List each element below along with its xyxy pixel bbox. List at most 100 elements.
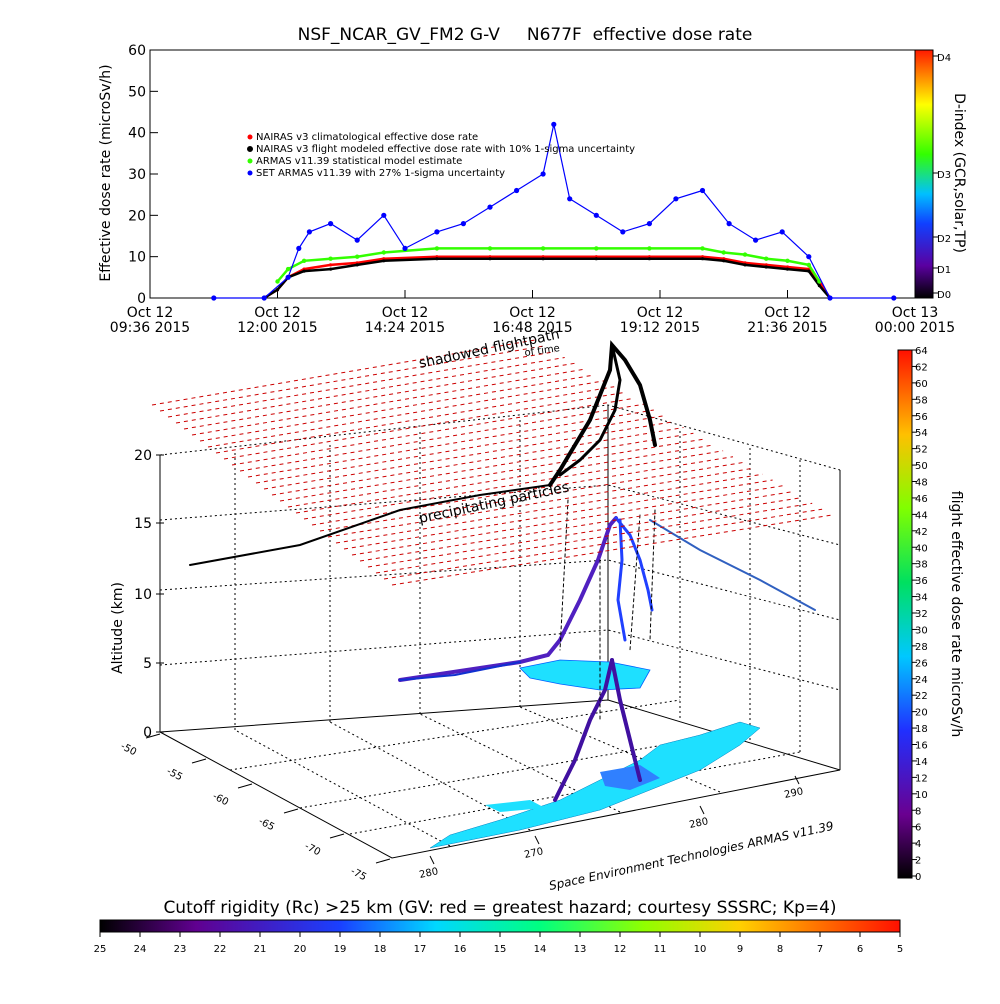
series-point	[764, 256, 769, 261]
shadow-plane-line	[175, 357, 565, 424]
series-point	[700, 257, 705, 261]
dindex-colorbar-ticks: D0 D1 D2 D3 D4	[933, 53, 951, 301]
flight-path-descent	[553, 658, 642, 802]
shadowed-flight-path	[189, 340, 657, 566]
rc-tick-label: 14	[534, 944, 547, 955]
dose-tick-label: 52	[915, 445, 928, 456]
shadow-path-return	[558, 343, 622, 477]
latitude-tick-mark	[375, 858, 391, 864]
shadow-path-main	[548, 340, 657, 487]
latitude-tick-label: -55	[165, 766, 185, 783]
rc-tick-label: 15	[494, 944, 507, 955]
series-point	[435, 257, 439, 261]
shadow-plane-line	[231, 397, 635, 466]
top-x-tick-label-time: 09:36 2015	[110, 320, 190, 336]
dose-tick-label: 50	[915, 461, 928, 472]
series-point	[753, 237, 759, 243]
dose-tick-label: 42	[915, 527, 928, 538]
rc-colorbar: Cutoff rigidity (Rc) >25 km (GV: red = g…	[94, 898, 904, 955]
dose-tick-label: 64	[915, 346, 928, 357]
shadow-plane-line	[215, 386, 615, 454]
top-y-tick-label: 40	[128, 126, 146, 142]
series-point	[382, 259, 386, 263]
series-point	[261, 295, 267, 301]
altitude-tick-label: 15	[134, 516, 152, 532]
series-point	[620, 229, 626, 235]
top-y-axis-label: Effective dose rate (microSv/h)	[98, 64, 114, 281]
rc-tick-label: 12	[614, 944, 627, 955]
longitude-tick-label: 290	[783, 786, 804, 801]
series-point	[785, 267, 790, 271]
legend-label: ARMAS v11.39 statistical model estimate	[256, 156, 462, 167]
legend-label: NAIRAS v3 flight modeled effective dose …	[256, 144, 635, 155]
dose-tick-label: 34	[915, 593, 928, 604]
shadow-plane-grid	[151, 339, 833, 586]
top-series-layer	[211, 121, 897, 301]
back-walls	[159, 404, 841, 770]
rc-colorbar-ticks: 25 24 23 22 21 20 19 18 17 16 15 14 13 12 11 10 9 8 7 6 5	[94, 932, 903, 955]
ocean-patch-mid	[600, 765, 660, 790]
top-y-tick-label: 0	[137, 291, 146, 307]
top-x-tick-label-time: 14:24 2015	[365, 320, 445, 336]
latitude-tick-label: -70	[303, 841, 323, 858]
altitude-tick-label: 0	[143, 725, 152, 741]
dose-tick-label: 62	[915, 362, 928, 373]
series-point	[699, 187, 706, 194]
dindex-tick-label: D2	[937, 234, 951, 245]
dindex-tick-label: D4	[937, 53, 951, 64]
top-x-tick-label-date: Oct 12	[637, 305, 683, 321]
series-point	[785, 258, 790, 263]
series-point	[302, 269, 306, 273]
dose-tick-label: 6	[915, 823, 921, 834]
longitude-axis: 280 270 280 290	[418, 775, 804, 881]
longitude-tick-mark	[794, 775, 800, 785]
shadow-plane-line	[239, 403, 644, 472]
series-point	[306, 229, 312, 235]
series-point	[296, 245, 302, 251]
dose-tick-label: 58	[915, 395, 928, 406]
series-point	[551, 121, 557, 127]
series-point	[434, 246, 440, 251]
longitude-tick-mark	[429, 855, 435, 865]
top-x-tick-label-time: 00:00 2015	[875, 320, 955, 336]
shadow-plane-line	[359, 491, 793, 562]
shadow-plane-line	[295, 444, 714, 514]
series-point	[806, 254, 812, 260]
series-point	[594, 257, 598, 261]
flight-path-west	[399, 661, 521, 681]
top-x-tick-label-date: Oct 13	[892, 305, 938, 321]
dose-tick-label: 26	[915, 658, 928, 669]
series-point	[743, 263, 747, 267]
series-point	[354, 237, 360, 243]
dose-tick-label: 44	[915, 510, 928, 521]
series-line	[263, 255, 832, 300]
top-x-tick-label-date: Oct 12	[254, 305, 300, 321]
dindex-tick-label: D3	[937, 170, 951, 181]
series-point	[673, 196, 679, 202]
dose-tick-label: 14	[915, 757, 928, 768]
series-point	[329, 263, 333, 267]
series-point	[646, 221, 653, 227]
shadow-plane-line	[191, 368, 585, 436]
series-point	[764, 265, 768, 269]
top-x-tick-label-time: 19:12 2015	[620, 320, 700, 336]
series-point	[722, 259, 726, 263]
shadow-plane-line	[311, 456, 734, 526]
top-x-tick-label-time: 21:36 2015	[747, 320, 827, 336]
series-point	[541, 257, 545, 261]
dose-colorbar: 0246810121416182022242628303234363840424…	[897, 346, 964, 883]
ocean-patch-south	[429, 721, 761, 849]
series-point	[328, 256, 333, 261]
shadow-plane-line	[351, 485, 783, 556]
dindex-tick-label: D0	[937, 290, 951, 301]
series-point	[700, 246, 705, 251]
dose-tick-label: 0	[915, 872, 921, 883]
altitude-tick-label: 10	[134, 587, 152, 603]
series-point	[540, 246, 546, 251]
dose-tick-label: 48	[915, 478, 928, 489]
longitude-tick-label: 280	[688, 816, 709, 831]
shadow-path-west	[189, 484, 551, 566]
series-point	[285, 266, 291, 272]
